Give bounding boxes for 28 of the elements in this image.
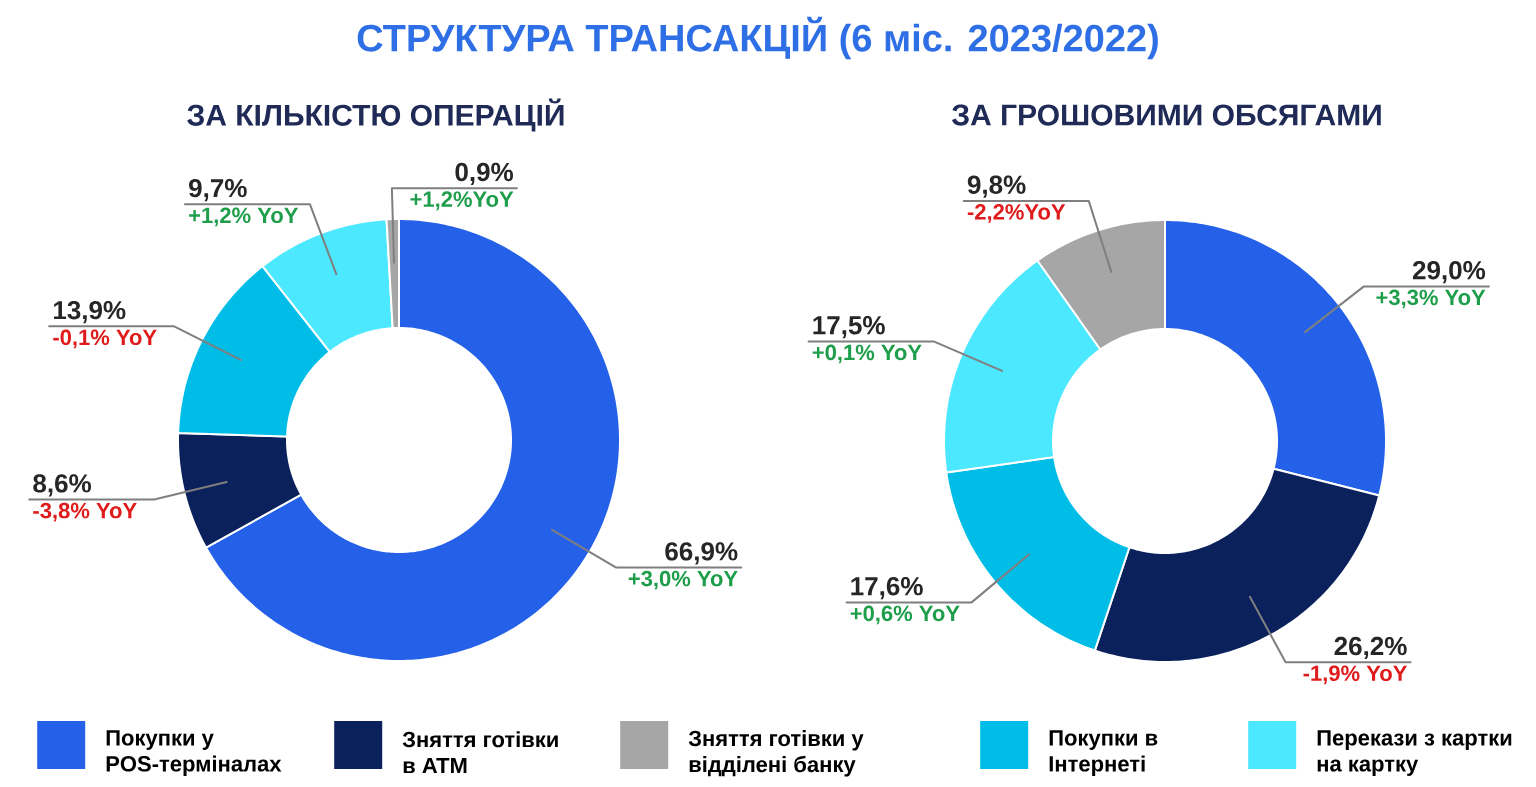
data-label: 29,0% bbox=[1412, 261, 1486, 284]
legend-label: Зняття готівки в ATM bbox=[402, 731, 558, 774]
chart-title: СТРУКТУРА ТРАНСАКЦІЙ (6 міс. 2023/2022) bbox=[357, 16, 1158, 60]
text: +3,3% YoY bbox=[1376, 289, 1486, 309]
text: -0,1% YoY bbox=[53, 329, 157, 349]
slice-label: ЗА ГРОШОВИМИ ОБСЯГАМИ bbox=[951, 104, 1381, 126]
text: +0,1% YoY bbox=[812, 344, 922, 364]
legend-label: Покупки у POS-терміналах bbox=[106, 730, 282, 776]
data-label: 8,6% bbox=[33, 474, 91, 497]
text: +3,0% YoY bbox=[628, 570, 738, 590]
text: -3,8% YoY bbox=[33, 502, 137, 522]
data-label: 0,9% bbox=[455, 162, 514, 185]
legend-label: Покупки в Інтернеті bbox=[1049, 730, 1158, 776]
data-label: 9,7% bbox=[189, 178, 247, 202]
text: -2,2%YoY bbox=[967, 204, 1066, 223]
data-label: 66,9% bbox=[665, 542, 738, 565]
data-label: 17,6% bbox=[851, 576, 923, 600]
data-label: 13,9% bbox=[53, 300, 126, 324]
legend-label: Зняття готівки у відділені банку bbox=[688, 730, 864, 777]
data-label: 17,5% bbox=[813, 316, 885, 339]
slice-label: ЗА КІЛЬКІСТЮ ОПЕРАЦІЙ bbox=[187, 98, 564, 132]
legend-label: Перекази з картки на картку bbox=[1317, 730, 1512, 776]
text: -1,9% YoY bbox=[1303, 665, 1408, 685]
text: +1,2% YoY bbox=[189, 207, 299, 227]
data-label: 26,2% bbox=[1334, 636, 1407, 660]
text: +0,6% YoY bbox=[850, 605, 960, 625]
data-label: 9,8% bbox=[967, 175, 1026, 198]
text: +1,2%YoY bbox=[410, 191, 514, 211]
